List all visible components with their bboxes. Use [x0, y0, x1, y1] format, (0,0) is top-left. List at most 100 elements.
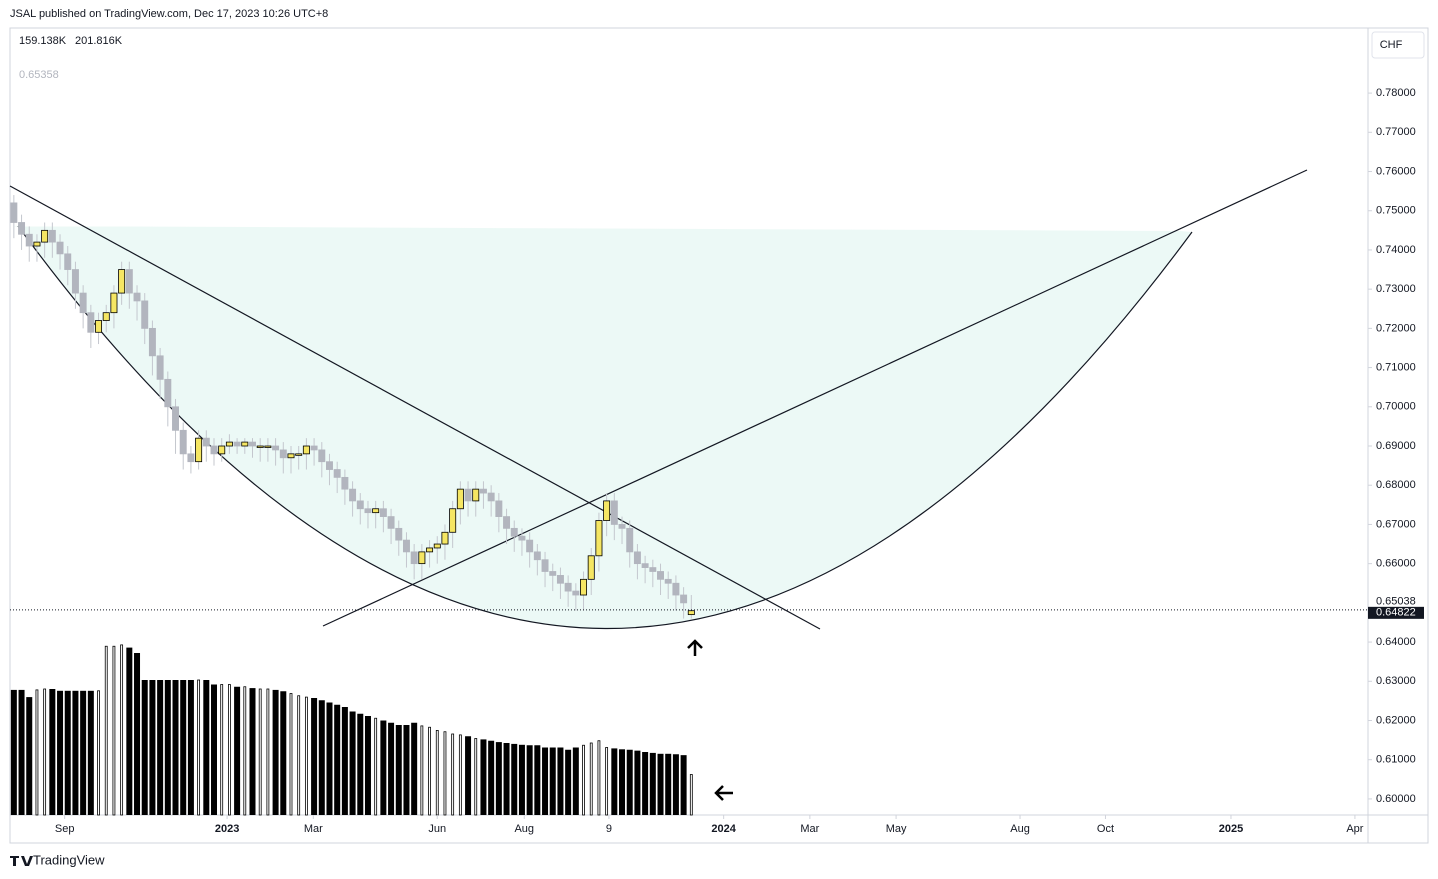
candle-body: [333, 469, 341, 478]
y-tick-label: 0.71000: [1376, 361, 1416, 373]
candle-body: [272, 445, 280, 451]
volume-bar: [611, 748, 618, 815]
candle-body: [310, 445, 318, 451]
y-tick-label: 0.73000: [1376, 283, 1416, 295]
volume-bar: [549, 747, 556, 815]
last-price-tag: [1368, 606, 1424, 619]
x-tick-label: Sep: [55, 823, 75, 835]
volume-bar: [326, 702, 333, 815]
price-label: 0.65038: [1376, 595, 1416, 607]
y-tick-label: 0.72000: [1376, 322, 1416, 334]
volume-bar: [458, 734, 462, 816]
volume-bar: [672, 754, 679, 815]
brand-logo: [10, 856, 33, 866]
volume-bar: [289, 693, 293, 816]
trend-line: [9, 185, 821, 630]
volume-bar: [619, 749, 626, 815]
currency-button[interactable]: [1371, 31, 1425, 59]
candle-body: [295, 453, 303, 456]
candle-body: [279, 449, 287, 459]
volume-bar: [304, 696, 308, 816]
x-tick-label: Mar: [800, 823, 819, 835]
volume-legend: 201.816K: [75, 35, 123, 47]
candle-body: [33, 241, 41, 247]
candle-body: [641, 563, 649, 568]
candle-body: [102, 312, 110, 321]
volume-bar: [626, 749, 633, 815]
volume-bar: [597, 740, 601, 816]
volume-bar: [657, 753, 664, 815]
volume-bar: [266, 688, 270, 816]
up-arrow: [687, 639, 703, 656]
x-tick-label: 2025: [1219, 823, 1243, 835]
volume-bar: [57, 690, 64, 815]
volume-bar: [197, 679, 201, 816]
volume-legend: 159.138K: [19, 35, 67, 47]
candle-body: [418, 551, 426, 565]
candle-body: [472, 488, 480, 502]
y-tick-label: 0.67000: [1376, 518, 1416, 530]
volume-bar: [126, 647, 133, 815]
volume-bar: [10, 689, 17, 815]
candle-body: [264, 445, 272, 448]
volume-bar: [134, 653, 141, 815]
volume-bar: [211, 684, 218, 815]
candle-body: [302, 445, 310, 455]
candle-body: [379, 508, 387, 517]
candle-body: [133, 292, 141, 302]
candle-body: [564, 582, 572, 592]
candle-body: [125, 269, 133, 294]
volume-bar: [689, 774, 693, 816]
candle-body: [172, 406, 179, 431]
y-tick-label: 0.68000: [1376, 479, 1416, 491]
currency[interactable]: CHF: [1380, 39, 1403, 51]
candle-body: [179, 429, 187, 455]
cup-curve: [17, 225, 1193, 630]
volume-bar: [642, 752, 649, 815]
candle-body: [249, 441, 256, 447]
volume-bar: [35, 689, 39, 816]
candle-body: [626, 527, 634, 553]
x-tick-label: Aug: [514, 823, 534, 835]
x-tick-label: May: [886, 823, 907, 835]
volume-bar: [557, 747, 564, 815]
volume-bar: [357, 713, 364, 815]
candle-body: [326, 461, 333, 470]
volume-bar: [511, 743, 518, 815]
volume-bar: [234, 686, 241, 815]
candle-body: [610, 500, 618, 525]
volume-bar: [104, 645, 108, 816]
candle-body: [572, 590, 580, 596]
volume-bar: [64, 690, 71, 815]
volume-bar: [228, 684, 231, 816]
volume-bar: [634, 750, 641, 815]
brand: TradingView: [33, 852, 105, 867]
volume-bar: [565, 749, 572, 815]
volume-bar: [72, 690, 79, 815]
candle-body: [680, 594, 688, 604]
candle-body: [87, 312, 95, 333]
volume-bar: [341, 707, 348, 815]
candle-body: [233, 441, 241, 447]
x-tick-label: Aug: [1010, 823, 1030, 835]
x-tick-label: Jun: [428, 823, 446, 835]
volume-bar: [187, 680, 194, 815]
candle-body: [10, 202, 18, 223]
candle-body: [79, 292, 87, 314]
pattern-fill: [14, 226, 1192, 629]
candle-body: [356, 500, 364, 510]
candle-body: [95, 320, 103, 333]
volume-bar: [203, 680, 210, 815]
volume-bar: [503, 743, 510, 815]
candle-body: [56, 241, 64, 255]
volume-bar: [488, 740, 495, 815]
candle-body: [664, 578, 672, 584]
volume-bar: [443, 731, 447, 816]
volume-bar: [258, 688, 262, 816]
volume-bar: [380, 720, 387, 815]
y-tick-label: 0.63000: [1376, 675, 1416, 687]
candle-body: [526, 539, 534, 553]
candle-body: [464, 488, 472, 502]
volume-bar: [665, 753, 672, 815]
last-price-label: 0.64822: [1376, 607, 1416, 619]
